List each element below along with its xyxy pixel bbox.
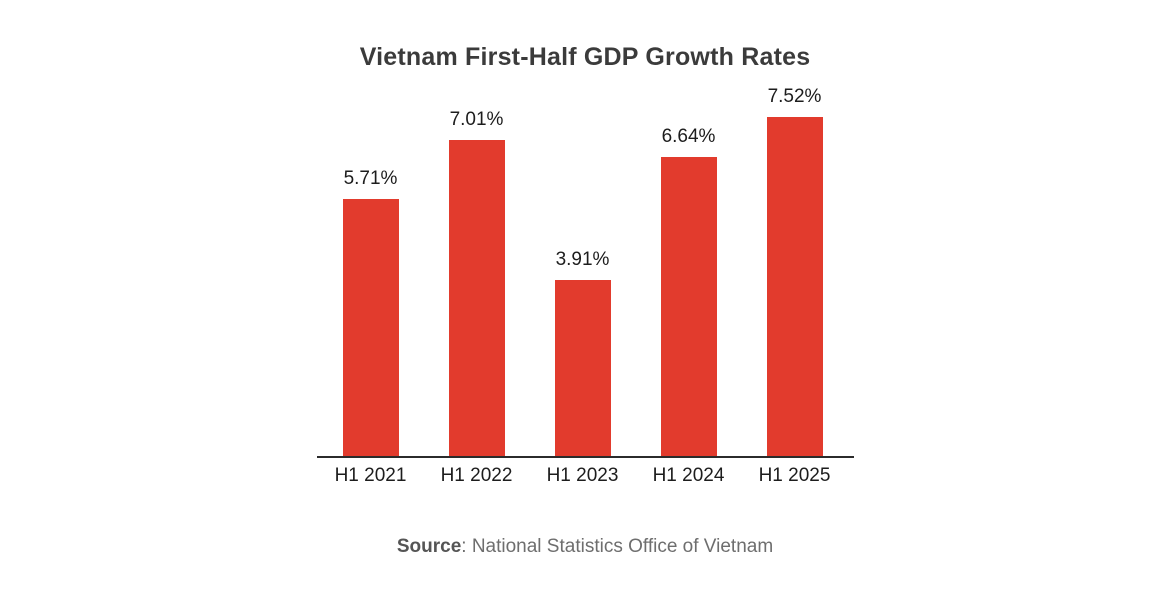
source-note: Source: National Statistics Office of Vi… [317,536,854,558]
bar-value-label: 7.01% [449,108,504,130]
chart-title: Vietnam First-Half GDP Growth Rates [359,43,811,71]
bar-group: 7.01% [448,108,505,456]
x-axis-tick-label: H1 2022 [440,465,513,486]
x-axis-tick-label: H1 2023 [546,465,619,486]
plot-area: 5.71% 7.01% 3.91% 6.64% 7.52% [316,78,854,458]
x-axis-tick-label: H1 2024 [652,465,725,486]
bar-group: 3.91% [554,248,611,456]
bar [554,279,611,456]
source-text: : National Statistics Office of Vietnam [461,536,774,557]
x-axis-tick-label: H1 2021 [334,465,407,486]
source-label: Source [396,536,462,557]
bar-value-label: 5.71% [343,167,398,189]
bar [766,116,823,456]
bar [660,156,717,456]
bar [342,198,399,456]
bar-value-label: 7.52% [767,85,822,107]
bar-group: 6.64% [660,125,717,456]
bar-group: 5.71% [342,167,399,456]
x-axis-labels: H1 2021 H1 2022 H1 2023 H1 2024 H1 2025 [317,465,854,487]
bar-group: 7.52% [766,85,823,456]
x-axis-tick-label: H1 2025 [758,465,831,486]
bar-value-label: 3.91% [555,248,610,270]
bar [448,139,505,456]
bar-value-label: 6.64% [661,125,716,147]
chart-figure: Vietnam First-Half GDP Growth Rates 5.71… [316,0,854,558]
